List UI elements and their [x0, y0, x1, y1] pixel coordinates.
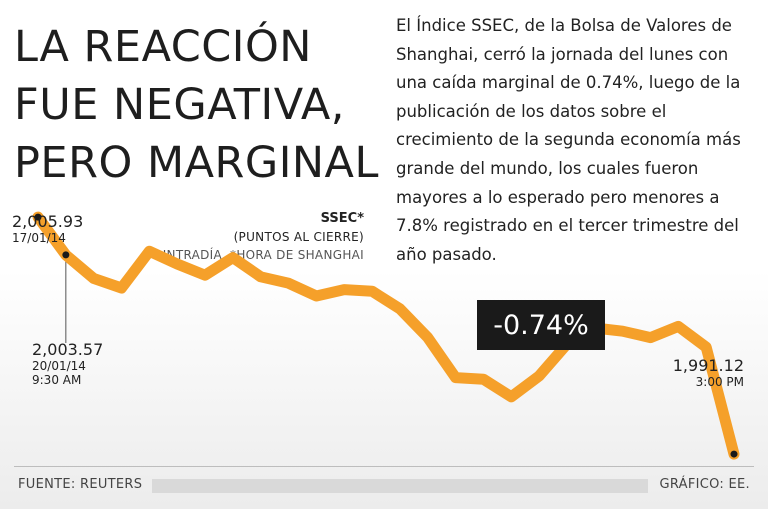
source-label: FUENTE: REUTERS — [18, 477, 143, 492]
start-annotation: 2,005.93 17/01/14 — [12, 212, 83, 245]
start-date-label: 17/01/14 — [12, 231, 66, 245]
start-marker — [34, 213, 42, 221]
open-value-label: 2,003.57 — [32, 340, 104, 359]
close-annotation: 1,991.12 3:00 PM — [673, 356, 744, 389]
headline: LA REACCIÓN FUE NEGATIVA, PERO MARGINAL — [14, 18, 384, 192]
chart-background — [0, 270, 768, 509]
open-annotation: 2,003.57 20/01/14 9:30 AM — [32, 340, 103, 387]
open-marker — [62, 251, 70, 259]
close-time-label: 3:00 PM — [695, 375, 744, 389]
start-value-label: 2,005.93 — [12, 212, 84, 231]
open-date-label: 20/01/14 — [32, 359, 86, 373]
body-text: El Índice SSEC, de la Bolsa de Valores d… — [396, 16, 741, 264]
headline-line-1: LA REACCIÓN — [14, 22, 312, 72]
note-timezone: *HORA DE SHANGHAI — [230, 248, 364, 262]
close-marker — [730, 450, 738, 458]
series-unit-label: (PUNTOS AL CIERRE) — [233, 230, 364, 244]
open-time-label: 9:30 AM — [32, 373, 82, 387]
headline-line-2: FUE NEGATIVA, — [14, 80, 345, 130]
headline-line-3: PERO MARGINAL — [14, 138, 379, 188]
change-badge: -0.74% — [477, 300, 605, 350]
close-value-label: 1,991.12 — [672, 356, 744, 375]
series-line — [32, 211, 740, 460]
credit-label: GRÁFICO: EE. — [659, 477, 750, 492]
series-label: SSEC* — [320, 211, 364, 226]
footer-divider — [14, 466, 754, 467]
footer-bar — [152, 479, 648, 493]
